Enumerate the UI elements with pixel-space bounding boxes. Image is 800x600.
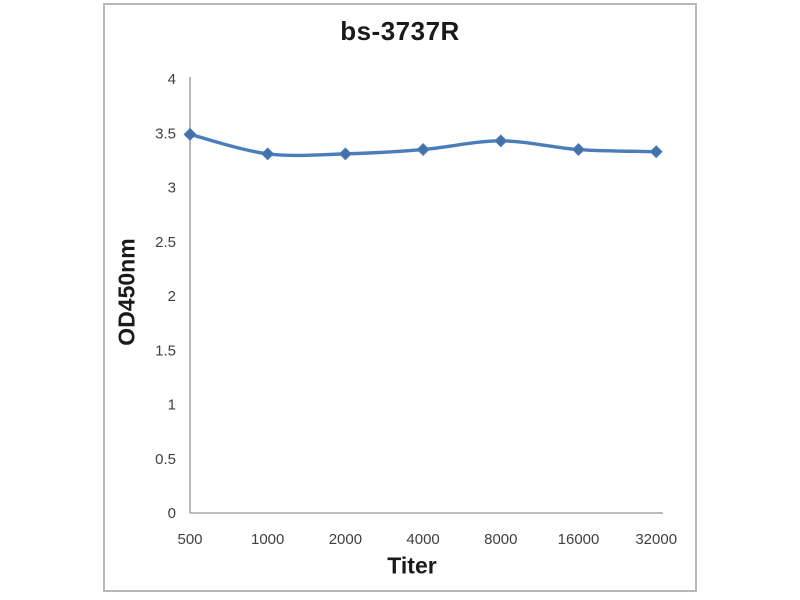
data-point-marker <box>261 147 275 161</box>
x-tick-label: 500 <box>177 531 202 548</box>
x-axis-title: Titer <box>387 552 437 579</box>
y-tick-label: 3 <box>168 180 176 197</box>
x-tick-label: 4000 <box>406 531 439 548</box>
y-tick-label: 1 <box>168 397 176 414</box>
y-tick-label: 3.5 <box>155 125 176 142</box>
figure-border <box>103 3 697 592</box>
data-point-marker <box>183 127 197 141</box>
y-tick-label: 2 <box>168 288 176 305</box>
data-point-marker <box>494 134 508 148</box>
y-tick-label: 0.5 <box>155 451 176 468</box>
data-point-marker <box>416 143 430 157</box>
y-tick-label: 1.5 <box>155 342 176 359</box>
y-tick-label: 4 <box>168 71 176 88</box>
x-tick-label: 1000 <box>251 531 284 548</box>
data-point-marker <box>571 143 586 157</box>
x-tick-label: 8000 <box>484 531 517 548</box>
x-tick-label: 16000 <box>558 531 600 548</box>
y-tick-label: 0 <box>168 505 176 522</box>
data-point-marker <box>338 147 352 161</box>
x-tick-label: 32000 <box>635 531 677 548</box>
x-tick-label: 2000 <box>329 531 362 548</box>
y-tick-label: 2.5 <box>155 234 176 251</box>
chart-title: bs-3737R <box>340 16 460 46</box>
data-point-marker <box>649 145 663 159</box>
